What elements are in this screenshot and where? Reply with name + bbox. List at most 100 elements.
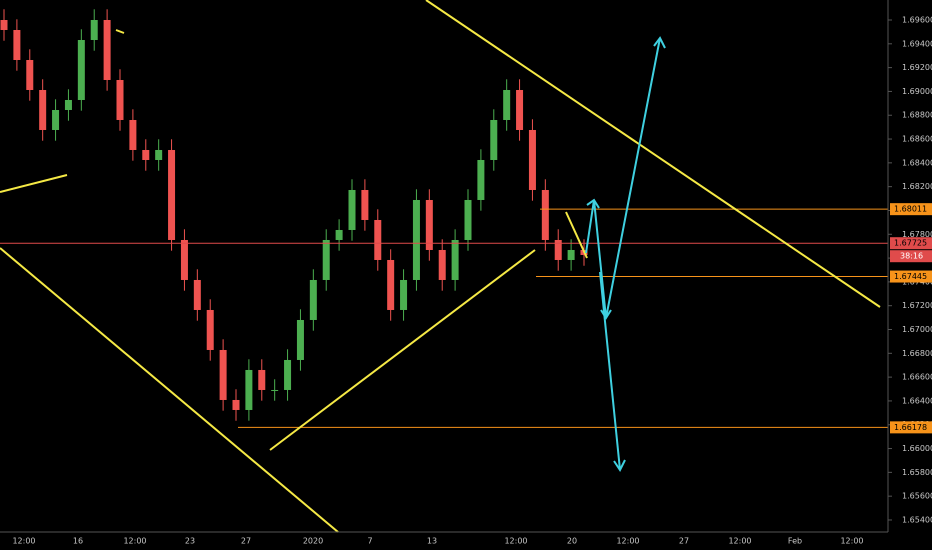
candle-body [296, 319, 304, 360]
countdown-tag [890, 250, 932, 263]
candle-body [554, 239, 562, 260]
price-tag [890, 203, 932, 216]
axes: 1.654001.656001.658001.660001.662001.664… [12, 15, 932, 546]
candle-body [129, 119, 137, 150]
arrow-head [653, 36, 666, 49]
x-tick-label: 2020 [303, 537, 323, 546]
x-tick-label: 13 [427, 537, 437, 546]
candle-body [116, 79, 124, 120]
arrow-head [600, 309, 612, 320]
y-tick-label: 1.65800 [902, 468, 932, 477]
trend-line [269, 249, 536, 451]
x-tick-label: 16 [73, 537, 83, 546]
x-tick-label: 23 [185, 537, 195, 546]
y-tick-label: 1.68400 [902, 158, 932, 167]
candle-body [528, 129, 536, 190]
y-tick-label: 1.66000 [902, 444, 932, 453]
y-tick-label: 1.65600 [902, 492, 932, 501]
candle-body [284, 359, 292, 390]
y-tick-label: 1.69000 [902, 87, 932, 96]
y-tick-label: 1.69200 [902, 63, 932, 72]
x-tick-label: 20 [567, 537, 577, 546]
x-tick-label: 12:00 [504, 537, 527, 546]
candle-body [219, 349, 227, 400]
candle-body [90, 19, 98, 40]
trend-line [425, 0, 881, 308]
candle-body [322, 239, 330, 280]
x-tick-label: 7 [367, 537, 372, 546]
y-tick-label: 1.69600 [902, 15, 932, 24]
price-tag-label: 1.66178 [894, 423, 927, 432]
arrow-head [586, 198, 600, 209]
candle-body [193, 279, 201, 310]
candle-body [477, 159, 485, 200]
candle-body [490, 119, 498, 160]
candle-body [103, 19, 111, 80]
candle-body [464, 199, 472, 240]
price-tag-label: 1.68011 [894, 205, 927, 214]
y-tick-label: 1.66800 [902, 349, 932, 358]
y-tick-label: 1.68600 [902, 135, 932, 144]
y-tick-label: 1.66400 [902, 396, 932, 405]
trend-line [115, 29, 125, 34]
x-tick-label: 12:00 [728, 537, 751, 546]
y-tick-label: 1.65400 [902, 515, 932, 524]
trend-line [0, 174, 68, 193]
x-tick-label: 12:00 [123, 537, 146, 546]
price-tag-label: 1.67725 [894, 239, 927, 248]
plot-area [0, 9, 888, 428]
price-tag-label: 1.67445 [894, 272, 927, 281]
drawings [0, 0, 881, 533]
candle-body [425, 199, 433, 250]
trend-line [565, 211, 588, 259]
candle-body [309, 279, 317, 320]
arrow-path [599, 271, 621, 471]
y-tick-label: 1.68800 [902, 111, 932, 120]
candle-body [516, 89, 524, 130]
x-tick-label: 27 [241, 537, 251, 546]
candle-body [541, 189, 549, 240]
candle-body [232, 399, 240, 410]
x-tick-label: 12:00 [616, 537, 639, 546]
countdown-label: 38:16 [900, 252, 923, 261]
candle-body [77, 39, 85, 100]
candle-body [245, 369, 253, 410]
candle-body [361, 189, 369, 220]
price-tag [890, 237, 932, 250]
candle-body [503, 89, 511, 120]
arrow-head [613, 459, 626, 472]
x-tick-label: 27 [679, 537, 689, 546]
arrow-path [585, 37, 661, 319]
candle-body [567, 249, 575, 260]
y-tick-label: 1.67000 [902, 325, 932, 334]
y-tick-label: 1.67800 [902, 230, 932, 239]
price-tag [890, 421, 932, 434]
candle-body [52, 109, 60, 130]
candle-body [258, 369, 266, 390]
y-tick-label: 1.69400 [902, 39, 932, 48]
candle-body [335, 229, 343, 240]
x-tick-label: 12:00 [840, 537, 863, 546]
candle-body [168, 149, 176, 240]
candle-body [387, 259, 395, 310]
trend-line [0, 247, 339, 533]
projection-arrows [585, 36, 666, 472]
y-tick-label: 1.66600 [902, 373, 932, 382]
candle-body [348, 189, 356, 230]
candle-body [64, 99, 72, 110]
candle-body [0, 19, 8, 30]
candle-body [206, 309, 214, 350]
y-tick-label: 1.68200 [902, 182, 932, 191]
candle-body [142, 149, 150, 160]
candle-body [13, 29, 21, 60]
x-tick-label: 12:00 [12, 537, 35, 546]
candle-body [451, 239, 459, 280]
candle-body [39, 89, 47, 130]
price-tag [890, 270, 932, 283]
candle-body [374, 219, 382, 260]
candle-body [438, 249, 446, 280]
candle-body [400, 279, 408, 310]
